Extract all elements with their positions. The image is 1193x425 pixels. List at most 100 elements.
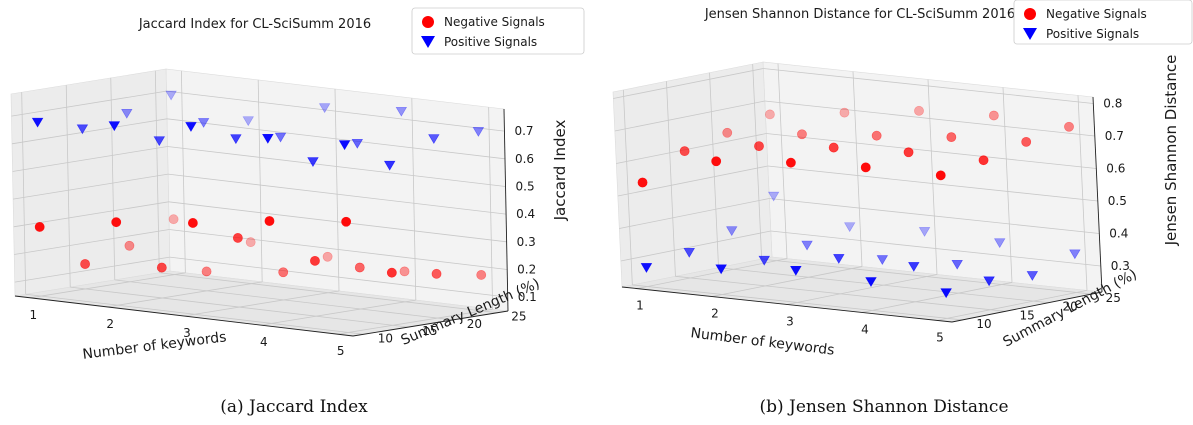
negative-signal-point: [871, 130, 882, 141]
x-tick-label: 5: [337, 344, 345, 358]
side-pane: [612, 61, 773, 288]
grid-line: [411, 98, 417, 301]
z-tick-label: 0.1: [518, 290, 537, 304]
y-tick-label: 25: [511, 310, 526, 324]
grid-line: [70, 286, 409, 328]
negative-signal-point: [988, 110, 999, 121]
grid-line: [675, 275, 1006, 312]
negative-signal-point: [765, 109, 775, 120]
legend-negative-label: Negative Signals: [444, 15, 545, 29]
grid-line: [769, 198, 1100, 234]
grid-line: [761, 258, 1092, 295]
negative-signal-point: [111, 217, 122, 228]
negative-signal-point: [168, 214, 179, 225]
positive-signal-point: [790, 265, 802, 276]
positive-signal-point: [153, 136, 166, 147]
legend-negative-label: Negative Signals: [1046, 7, 1147, 21]
positive-signal-point: [726, 226, 738, 237]
y-axis-line: [951, 291, 1103, 323]
grid-line: [709, 72, 719, 268]
jaccard-index-chart: 1 2 3 4 5 10 15 20 25 0.1 0.2 0.3 0.4 0.5 0.6 0.7 Jaccar…: [10, 7, 585, 363]
positive-signal-point: [76, 124, 89, 135]
positive-signal-point: [715, 264, 727, 275]
x-tick-label: 3: [786, 315, 794, 329]
grid-line: [711, 266, 863, 297]
grid-line: [11, 118, 168, 145]
z-tick-label: 0.3: [517, 235, 536, 249]
grid-line: [767, 165, 1098, 202]
x-axis-label: Number of keywords: [82, 329, 228, 363]
x-tick-label: 3: [183, 326, 191, 340]
positive-signal-point: [908, 262, 920, 272]
grid-line: [159, 272, 498, 314]
positive-signal-point: [262, 134, 274, 144]
z-axis-line: [503, 108, 509, 312]
negative-signal-point: [232, 233, 243, 243]
negative-signal-point: [797, 129, 807, 140]
x-axis-label: Number of keywords: [690, 325, 836, 359]
grid-line: [1002, 87, 1013, 283]
positive-signal-point: [383, 160, 396, 171]
positive-signal-point: [683, 247, 695, 258]
negative-signal-point: [310, 255, 320, 266]
chart-title: Jensen Shannon Distance for CL-SciSumm 2…: [704, 7, 1015, 22]
positive-signal-point: [758, 255, 770, 266]
grid-line: [180, 70, 186, 273]
grid-line: [632, 284, 963, 321]
legend-positive-label: Positive Signals: [444, 35, 537, 49]
positive-signal-point: [865, 277, 877, 287]
z-tick-label: 0.8: [1103, 97, 1122, 111]
grid-line: [927, 79, 938, 275]
positive-signal-point: [165, 90, 177, 101]
legend-negative-marker: [422, 16, 434, 28]
negative-signal-point: [637, 177, 648, 188]
y-tick-label: 15: [422, 324, 437, 338]
negative-signal-point: [34, 222, 45, 232]
grid-line: [166, 90, 505, 132]
grid-line: [114, 279, 453, 321]
x-tick-label: 2: [711, 307, 719, 321]
negative-signal-point: [278, 267, 289, 278]
grid-line: [14, 229, 170, 255]
z-tick-label: 0.5: [1108, 194, 1127, 208]
y-tick-label: 20: [1063, 300, 1078, 314]
negative-signal-point: [476, 270, 487, 280]
x-tick-label: 1: [636, 299, 644, 313]
positive-signal-point: [983, 276, 995, 287]
negative-signal-point: [839, 107, 850, 118]
negative-signal-point: [201, 266, 212, 277]
grid-line: [1077, 95, 1088, 291]
grid-line: [766, 133, 1097, 169]
positive-signal-point: [351, 139, 364, 149]
positive-signal-point: [640, 263, 653, 273]
negative-signal-point: [1064, 121, 1074, 132]
grid-line: [777, 63, 788, 259]
negative-signal-point: [935, 170, 946, 181]
grid-line: [169, 256, 508, 298]
grid-line: [25, 293, 364, 335]
positive-signal-point: [121, 108, 133, 119]
grid-line: [666, 81, 676, 277]
y-axis-line: [352, 310, 509, 337]
grid-line: [488, 107, 494, 310]
positive-signal-point: [31, 117, 44, 128]
grid-line: [260, 299, 416, 326]
positive-signal-point: [843, 222, 856, 233]
positive-signal-point: [1069, 249, 1081, 260]
negative-signal-point: [946, 132, 957, 143]
grid-line: [763, 68, 1094, 104]
positive-signal-point: [918, 227, 931, 237]
negative-signal-point: [124, 240, 135, 251]
negative-signal-point: [354, 262, 365, 273]
grid-line: [257, 79, 263, 282]
negative-signal-point: [322, 251, 333, 262]
positive-signal-point: [940, 288, 952, 299]
grid-line: [107, 281, 263, 308]
y-tick-label: 15: [1019, 308, 1034, 322]
grid-line: [11, 90, 167, 117]
jensen-shannon-distance-chart: 1 2 3 4 5 10 15 20 25 0.3 0.4 0.5 0.6 0.7 0.8 Jensen Sh…: [612, 0, 1193, 359]
grid-line: [613, 68, 764, 99]
x-tick-label: 4: [861, 322, 869, 336]
legend-positive-marker: [421, 36, 435, 48]
